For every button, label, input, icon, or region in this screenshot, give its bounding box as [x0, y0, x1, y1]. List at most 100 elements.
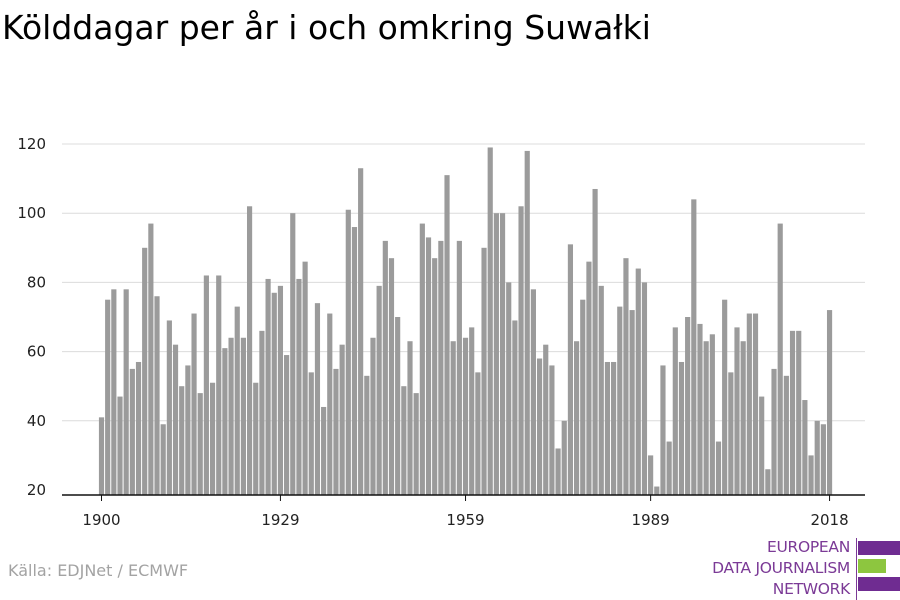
bar-1963	[487, 147, 493, 495]
bar-1904	[123, 289, 129, 495]
bar-1954	[432, 258, 438, 495]
bar-1978	[580, 299, 586, 495]
bar-1966	[506, 282, 512, 495]
bar-1990	[654, 486, 660, 495]
bars	[98, 147, 833, 496]
x-tick-label-2018: 2018	[810, 511, 848, 529]
bar-1934	[308, 372, 314, 495]
bar-2017	[820, 424, 826, 495]
bar-1909	[154, 296, 160, 495]
logo-bar-purple-top	[858, 541, 900, 555]
bar-1937	[327, 313, 333, 495]
bar-1940	[345, 209, 351, 496]
logo-bar-green	[858, 559, 886, 573]
bar-1939	[339, 344, 345, 495]
bar-1995	[685, 317, 691, 495]
bar-1949	[401, 386, 407, 495]
bar-2000	[715, 441, 722, 495]
bar-1992	[666, 441, 672, 495]
bar-1993	[672, 327, 678, 495]
bar-1926	[259, 330, 265, 495]
bar-1983	[611, 361, 617, 495]
bar-1930	[284, 355, 290, 495]
bar-2009	[771, 368, 777, 495]
bar-1986	[629, 310, 635, 495]
bar-1948	[395, 317, 401, 495]
bar-1968	[518, 206, 524, 495]
bar-1961	[475, 372, 481, 495]
bar-1928	[271, 292, 277, 495]
bar-1941	[351, 227, 358, 496]
bar-1999	[709, 334, 715, 495]
bar-1919	[216, 275, 222, 495]
bar-1980	[592, 188, 598, 496]
x-tick-label-1900: 1900	[82, 511, 120, 529]
bar-1901	[105, 299, 111, 495]
bar-1953	[425, 237, 432, 496]
x-axis	[62, 494, 865, 501]
bar-1975	[561, 420, 567, 495]
bar-1989	[648, 455, 654, 495]
edjnet-logo[interactable]: EUROPEAN DATA JOURNALISM NETWORK	[700, 538, 900, 600]
bar-1913	[179, 386, 185, 495]
bar-1962	[481, 247, 487, 495]
bar-2010	[777, 223, 783, 495]
bar-1974	[555, 448, 561, 495]
bar-1944	[370, 337, 376, 495]
bar-1985	[623, 258, 629, 495]
y-tick-label-40: 40	[27, 412, 46, 430]
bar-chart: 20 40 60 80 100 120 1900 1929 1959 1989 2018	[17, 135, 865, 529]
bar-1910	[160, 424, 166, 495]
bar-1932	[296, 278, 302, 495]
bar-1900	[98, 417, 105, 495]
bar-1951	[413, 393, 419, 495]
logo-text-line-2: DATA JOURNALISM	[712, 559, 850, 577]
bar-2003	[734, 327, 740, 495]
bar-1921	[228, 337, 234, 495]
bar-1964	[493, 213, 499, 495]
bar-1977	[574, 341, 580, 495]
x-tick-label-1989: 1989	[632, 511, 670, 529]
logo-text-line-1: EUROPEAN	[766, 538, 850, 556]
bar-1997	[697, 323, 703, 495]
bar-1935	[314, 303, 321, 495]
bar-1967	[512, 320, 518, 495]
bar-1959	[462, 337, 469, 495]
bar-1969	[524, 150, 530, 496]
bar-1998	[703, 341, 709, 495]
bar-1973	[549, 365, 555, 495]
bar-1917	[203, 275, 209, 495]
bar-1914	[185, 365, 191, 495]
bar-1902	[111, 289, 117, 495]
bar-1922	[234, 306, 240, 495]
bar-1905	[129, 368, 135, 495]
bar-2018	[826, 310, 833, 495]
bar-1979	[586, 261, 592, 495]
bar-1927	[265, 278, 271, 495]
bar-2008	[765, 469, 771, 495]
chart-title: Kölddagar per år i och omkring Suwałki	[2, 8, 651, 47]
bar-1976	[567, 244, 574, 495]
bar-1972	[543, 344, 549, 495]
bar-2014	[802, 400, 808, 495]
bar-1906	[135, 361, 142, 495]
bar-1984	[617, 306, 623, 495]
bar-1982	[604, 361, 611, 495]
bar-2013	[796, 330, 802, 495]
bar-1911	[166, 320, 172, 495]
logo-separator	[856, 538, 857, 600]
bar-1996	[691, 199, 697, 496]
source-note: Källa: EDJNet / ECMWF	[8, 561, 189, 580]
bar-1925	[253, 382, 259, 495]
y-tick-label-20: 20	[27, 481, 46, 499]
bar-1915	[191, 313, 197, 495]
bar-1942	[358, 168, 364, 495]
bar-1991	[660, 365, 666, 495]
bar-2012	[789, 330, 796, 495]
bar-1938	[333, 368, 339, 495]
bar-1988	[641, 282, 648, 495]
y-tick-label-80: 80	[27, 273, 46, 291]
bar-1970	[530, 289, 536, 495]
bar-1950	[407, 341, 413, 495]
bar-2004	[740, 341, 746, 495]
